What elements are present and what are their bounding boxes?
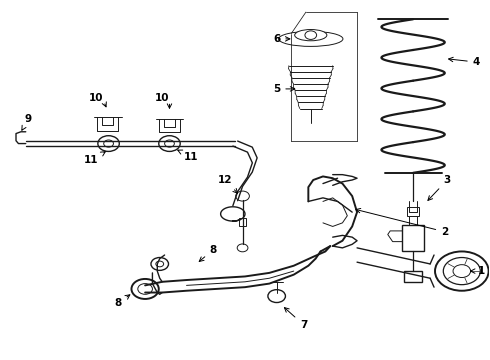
Text: 10: 10 <box>89 93 104 103</box>
Text: 2: 2 <box>356 208 448 237</box>
Circle shape <box>159 136 180 152</box>
Text: 5: 5 <box>273 84 294 94</box>
Circle shape <box>165 140 174 147</box>
Circle shape <box>453 265 470 278</box>
Text: 9: 9 <box>22 114 32 130</box>
Circle shape <box>443 257 480 285</box>
Circle shape <box>268 290 286 302</box>
Circle shape <box>131 279 159 299</box>
Bar <box>409 216 417 225</box>
Text: 7: 7 <box>284 307 307 330</box>
Text: 8: 8 <box>199 245 217 261</box>
Circle shape <box>236 191 249 201</box>
Text: 3: 3 <box>428 175 451 201</box>
Circle shape <box>98 136 119 152</box>
Circle shape <box>151 257 169 270</box>
Text: 11: 11 <box>84 152 105 165</box>
Circle shape <box>104 140 114 147</box>
Text: 12: 12 <box>218 175 238 193</box>
Text: 11: 11 <box>178 150 198 162</box>
Bar <box>404 271 422 282</box>
Text: 4: 4 <box>449 57 480 67</box>
Bar <box>407 207 419 216</box>
Circle shape <box>435 251 489 291</box>
Ellipse shape <box>279 31 343 46</box>
Circle shape <box>138 284 152 294</box>
Text: 8: 8 <box>115 295 130 308</box>
Ellipse shape <box>294 30 327 41</box>
Circle shape <box>305 31 317 40</box>
Circle shape <box>156 261 164 267</box>
Bar <box>402 225 424 251</box>
Text: 6: 6 <box>273 34 290 44</box>
Text: 1: 1 <box>470 266 485 276</box>
Text: 10: 10 <box>155 93 170 103</box>
Circle shape <box>237 244 248 252</box>
Bar <box>239 219 246 226</box>
